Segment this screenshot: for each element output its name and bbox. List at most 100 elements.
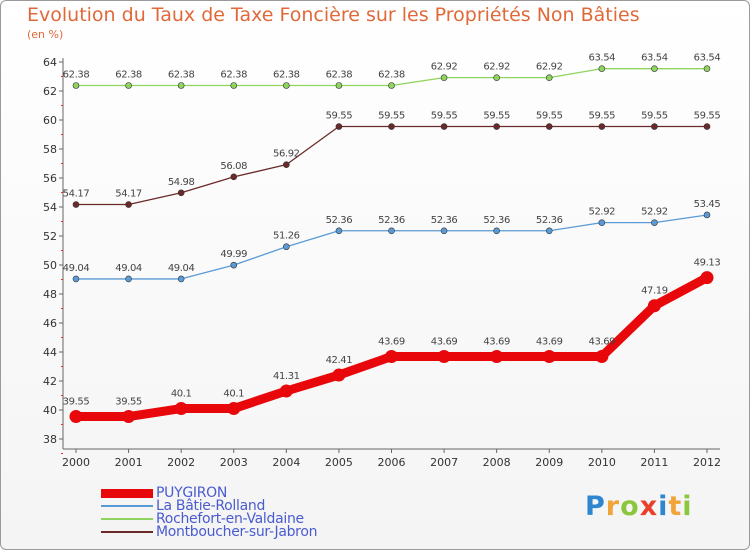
data-point	[174, 402, 188, 416]
data-labels: 62.38 62.38 62.38 62.38 62.38 62.38 62.38 62.92…	[63, 53, 721, 408]
data-label: 59.55	[378, 111, 405, 122]
data-point	[598, 65, 606, 72]
data-point	[545, 227, 553, 235]
data-label: 52.36	[536, 215, 563, 226]
legend-label: PUYGIRON	[156, 485, 228, 501]
data-point	[703, 123, 711, 130]
x-tick-label: 2002	[167, 456, 195, 469]
data-point	[651, 219, 658, 226]
legend-swatch	[101, 531, 153, 533]
data-point	[283, 161, 290, 168]
legend-label: Montboucher-sur-Jabron	[156, 524, 318, 540]
data-label: 56.08	[220, 161, 247, 172]
data-point	[72, 275, 80, 283]
data-label: 59.55	[536, 111, 563, 122]
data-label: 49.13	[694, 258, 721, 269]
x-tick-label: 2007	[430, 456, 458, 469]
data-point	[490, 349, 504, 363]
data-point	[230, 173, 238, 181]
data-point	[388, 227, 395, 235]
data-label: 39.55	[115, 397, 142, 408]
y-tick-label: 56	[43, 172, 57, 185]
data-point	[700, 271, 714, 285]
data-point	[122, 410, 136, 424]
data-label: 52.36	[483, 215, 510, 226]
data-point	[437, 349, 451, 363]
data-label: 62.38	[326, 69, 353, 80]
data-label: 59.55	[326, 111, 353, 122]
data-point	[440, 227, 448, 235]
y-tick-label: 46	[43, 317, 57, 330]
data-point	[69, 410, 83, 424]
y-tick-label: 50	[43, 259, 57, 272]
x-tick-label: 2009	[535, 456, 563, 469]
brand-logo: Proxiti	[585, 491, 693, 522]
data-point	[335, 123, 343, 130]
data-label: 63.54	[641, 53, 668, 64]
data-label: 49.04	[63, 263, 90, 274]
data-label: 52.36	[326, 215, 353, 226]
data-point	[545, 74, 553, 81]
data-label: 40.1	[223, 389, 244, 400]
data-point	[542, 349, 556, 363]
data-label: 59.55	[589, 111, 616, 122]
data-label: 62.92	[536, 62, 563, 73]
x-tick-label: 2012	[693, 456, 721, 469]
data-label: 59.55	[694, 111, 721, 122]
data-label: 62.92	[483, 62, 510, 73]
data-point	[385, 349, 398, 363]
x-tick-label: 2003	[220, 456, 248, 469]
axes: 38 40 42 44 46 48 50 52 54 56 58 60 62 64 2000 2001 2002…	[43, 56, 721, 469]
legend-swatch	[101, 505, 153, 507]
data-label: 62.38	[63, 69, 90, 80]
data-label: 43.69	[589, 336, 616, 347]
data-label: 62.92	[431, 62, 458, 73]
data-label: 39.55	[63, 397, 90, 408]
data-label: 49.99	[220, 249, 247, 260]
data-label: 43.69	[378, 336, 405, 347]
data-label: 42.41	[326, 355, 353, 366]
data-label: 54.17	[115, 189, 142, 200]
data-point	[388, 123, 395, 130]
data-label: 53.45	[694, 199, 721, 210]
data-label: 54.98	[168, 177, 195, 188]
data-point	[177, 189, 185, 197]
x-tick-label: 2004	[272, 456, 300, 469]
data-label: 43.69	[431, 336, 458, 347]
brand-letter: i	[682, 491, 693, 522]
data-point	[651, 65, 658, 72]
data-point	[72, 201, 80, 208]
data-point	[72, 82, 80, 89]
data-point	[125, 275, 132, 283]
data-point	[125, 82, 132, 89]
data-point	[703, 211, 711, 219]
y-tick-label: 62	[43, 85, 57, 98]
data-point	[388, 82, 395, 89]
data-point	[283, 243, 290, 251]
data-label: 54.17	[63, 189, 90, 200]
data-point	[230, 261, 238, 269]
data-point	[703, 65, 711, 72]
data-point	[177, 82, 185, 89]
data-label: 62.38	[115, 69, 142, 80]
data-point	[598, 123, 606, 130]
brand-letter: P	[585, 491, 606, 522]
legend-label: La Bâtie-Rolland	[156, 498, 266, 514]
data-point	[493, 227, 500, 235]
legend-swatch	[101, 488, 153, 498]
data-label: 52.92	[641, 207, 668, 218]
y-tick-label: 38	[43, 433, 57, 446]
data-label: 41.31	[273, 371, 300, 382]
data-label: 52.36	[431, 215, 458, 226]
y-tick-label: 42	[43, 375, 57, 388]
data-label: 49.04	[115, 263, 142, 274]
y-tick-label: 52	[43, 230, 57, 243]
data-label: 63.54	[694, 53, 721, 64]
data-label: 63.54	[589, 53, 616, 64]
data-point	[647, 299, 661, 313]
y-tick-label: 60	[43, 114, 57, 127]
data-label: 56.92	[273, 149, 300, 160]
data-label: 62.38	[378, 69, 405, 80]
data-label: 59.55	[641, 111, 668, 122]
